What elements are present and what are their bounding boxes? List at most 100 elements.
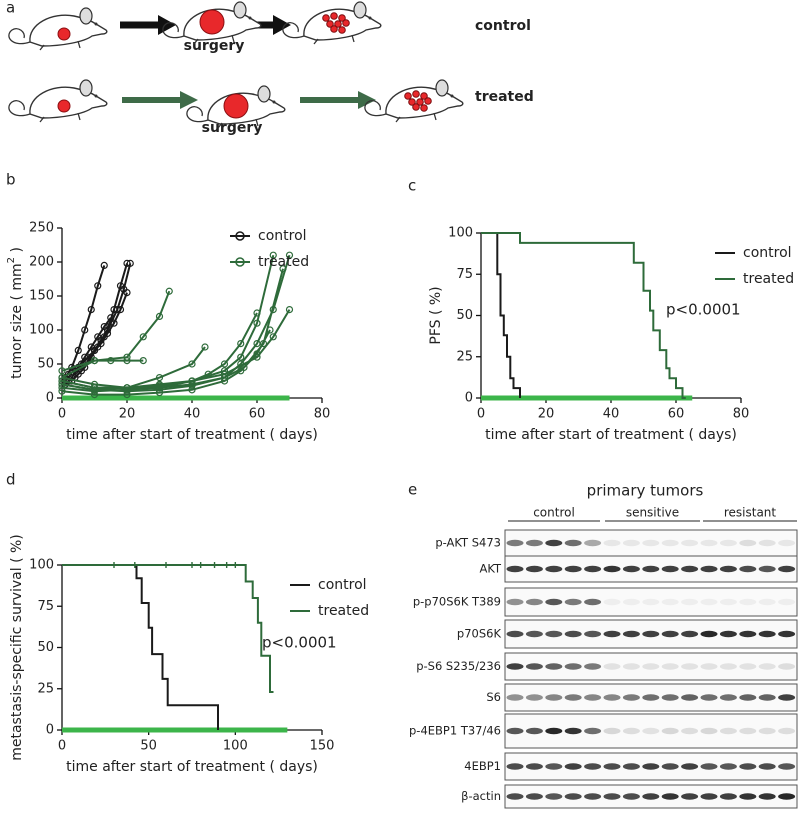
blot-band (584, 793, 602, 800)
panel-letter: c (408, 177, 416, 195)
blot-band (545, 539, 563, 547)
blot-row-label: 4EBP1 (464, 759, 501, 773)
y-tick-label: 200 (29, 255, 54, 270)
blot-band (642, 598, 660, 606)
x-tick-label: 80 (314, 407, 331, 422)
y-tick-label: 25 (37, 681, 54, 696)
blot-row-label: p-S6 S235/236 (416, 659, 501, 673)
mouse-tail (364, 100, 387, 117)
blot-row (504, 683, 798, 712)
mouse-eye (450, 94, 454, 98)
tumor (57, 99, 71, 113)
mouse-icon (8, 7, 108, 51)
blot-band (506, 663, 524, 670)
series-line (68, 263, 128, 382)
blot-row (504, 713, 798, 749)
group-label: resistant (724, 506, 777, 520)
data-point (123, 391, 131, 399)
blot-band (739, 727, 757, 735)
blot-band (603, 663, 621, 670)
data-point (285, 251, 294, 259)
mouse-tail (8, 100, 31, 117)
blot-band (564, 539, 582, 547)
blot-band (778, 663, 796, 670)
data-point (237, 353, 245, 361)
data-point (285, 306, 294, 314)
blot-band (758, 793, 776, 800)
blot-band (719, 598, 737, 606)
blot-band (564, 598, 582, 606)
blot-band (719, 763, 737, 770)
mouse-body (385, 86, 464, 119)
y-tick-label: 250 (29, 221, 54, 236)
blot-band (622, 539, 640, 547)
y-axis-label-text: PFS ( %) (428, 286, 444, 344)
data-point (279, 265, 287, 273)
data-point (81, 326, 89, 334)
treatment-bar (62, 395, 290, 401)
blot-band (622, 793, 640, 800)
data-point (126, 259, 134, 267)
y-axis-label-text: metastasis-specific survival ( %) (9, 534, 25, 761)
blot-band (642, 565, 660, 573)
blot-row (504, 587, 798, 617)
y-tick-label: 50 (456, 308, 473, 323)
blot-band (603, 763, 621, 770)
x-tick-label: 100 (223, 739, 248, 754)
mouse-eye (248, 16, 252, 20)
blot-band (564, 694, 582, 701)
blot-band (681, 694, 699, 701)
tumor (199, 9, 225, 35)
data-point (87, 343, 95, 351)
y-tick-label: 25 (456, 349, 473, 364)
blot-band (525, 793, 543, 800)
mouse-tail (8, 28, 31, 45)
blot-band (778, 630, 796, 638)
data-point (94, 333, 102, 341)
blot-band (603, 727, 621, 735)
tumor (57, 27, 71, 41)
blot-band (622, 763, 640, 770)
blot-row-label: AKT (479, 562, 502, 576)
data-point (139, 357, 147, 365)
data-point (74, 346, 82, 354)
blot-band (525, 630, 543, 638)
blot-band (603, 694, 621, 701)
series-line (61, 290, 171, 379)
mouse-ear (435, 79, 449, 97)
mouse-leg (39, 112, 81, 123)
y-tick-label: 75 (456, 267, 473, 282)
blot-band (778, 694, 796, 701)
blot-band (545, 565, 563, 573)
blot-band (506, 694, 524, 701)
group-label: sensitive (626, 506, 679, 520)
blot-band (700, 727, 718, 735)
legend-label: control (318, 577, 367, 593)
mouse-tail (186, 106, 209, 123)
blot-band (642, 694, 660, 701)
y-tick-label: 0 (46, 391, 54, 406)
data-point (269, 333, 277, 341)
blot-band (622, 565, 640, 573)
series-line (61, 268, 284, 393)
mouse-eye (368, 16, 372, 20)
data-point (58, 377, 66, 385)
blot-row-label: β-actin (461, 789, 501, 803)
y-tick-label: 100 (29, 323, 54, 338)
mouse-ear (79, 7, 93, 25)
blot-band (719, 565, 737, 573)
blot-band (603, 539, 621, 547)
blot-row-label: p-4EBP1 T37/46 (409, 724, 501, 738)
data-point (103, 329, 112, 337)
blot-band (739, 763, 757, 770)
x-tick-label: 150 (310, 739, 335, 754)
x-tick-label: 20 (538, 407, 555, 422)
x-axis-label: time after start of treatment ( days) (66, 427, 318, 443)
data-point (123, 357, 131, 365)
blot-band (642, 793, 660, 800)
series-line (64, 317, 112, 386)
annotation: p<0.0001 (262, 634, 337, 652)
blot-band (719, 694, 737, 701)
data-point (100, 261, 108, 269)
x-tick-label: 40 (184, 407, 201, 422)
